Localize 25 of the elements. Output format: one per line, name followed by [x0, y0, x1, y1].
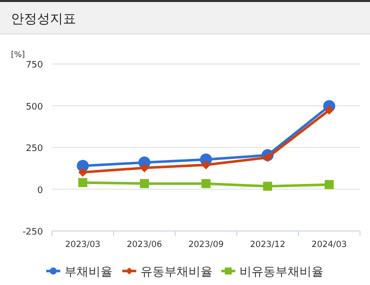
point [263, 182, 272, 191]
x-tick-label: 2023/03 [65, 240, 100, 250]
point [78, 168, 88, 177]
y-tick-label: 750 [26, 60, 44, 70]
chart-title: 안정성지표 [11, 11, 76, 26]
x-tick-label: 2023/09 [188, 240, 224, 250]
point [324, 106, 334, 115]
y-tick-label: 0 [37, 186, 44, 196]
y-tick-label: 500 [26, 102, 44, 112]
point [140, 163, 149, 172]
y-tick-label: -250 [22, 228, 44, 238]
point [263, 153, 272, 162]
legend-label: 부채비율 [64, 264, 112, 278]
point [78, 178, 88, 188]
point [140, 179, 149, 188]
point [202, 179, 210, 188]
x-tick-label: 2023/06 [126, 240, 162, 250]
y-tick-label: 250 [26, 144, 44, 154]
y-axis-title: [%] [11, 50, 25, 59]
legend-label: 비유동부채비율 [239, 264, 324, 278]
legend-label: 유동부채비율 [140, 264, 212, 278]
point [202, 160, 210, 170]
point [324, 180, 334, 190]
x-tick-label: 2024/03 [312, 240, 347, 250]
x-tick-label: 2023/12 [250, 240, 286, 250]
